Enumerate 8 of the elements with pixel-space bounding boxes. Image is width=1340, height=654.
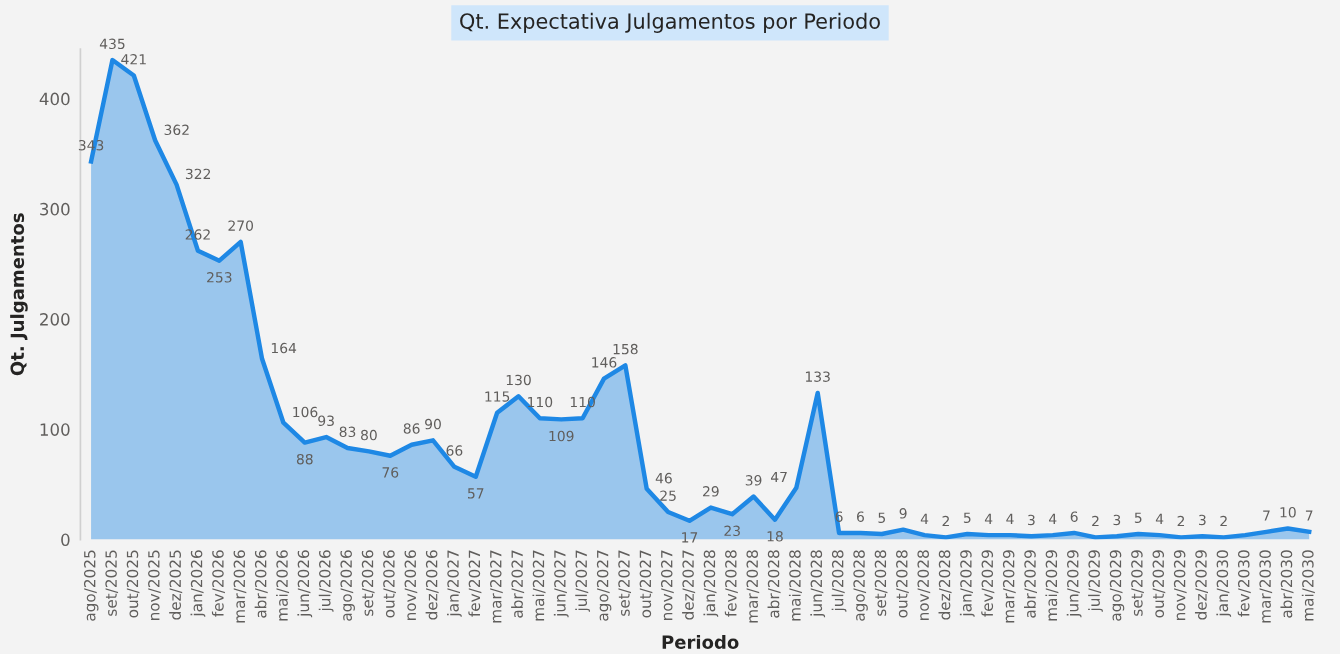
y-tick-label: 300 [40,202,70,216]
y-tick-label: 400 [39,92,70,106]
chart-title: Qt. Expectativa Julgamentos por Periodo [460,12,880,33]
y-tick-label: 200 [40,313,70,326]
x-axis-title: Periodo [662,634,739,649]
y-tick-label: 100 [40,423,70,436]
y-tick-label: 0 [61,533,70,547]
y-axis-title: Qt. Julgamentos [10,213,28,376]
